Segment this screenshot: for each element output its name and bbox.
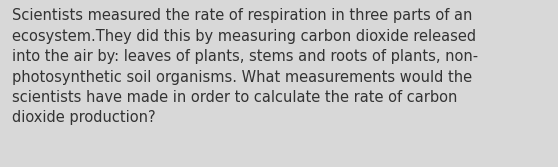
Text: Scientists measured the rate of respiration in three parts of an
ecosystem.They : Scientists measured the rate of respirat…: [12, 8, 478, 125]
